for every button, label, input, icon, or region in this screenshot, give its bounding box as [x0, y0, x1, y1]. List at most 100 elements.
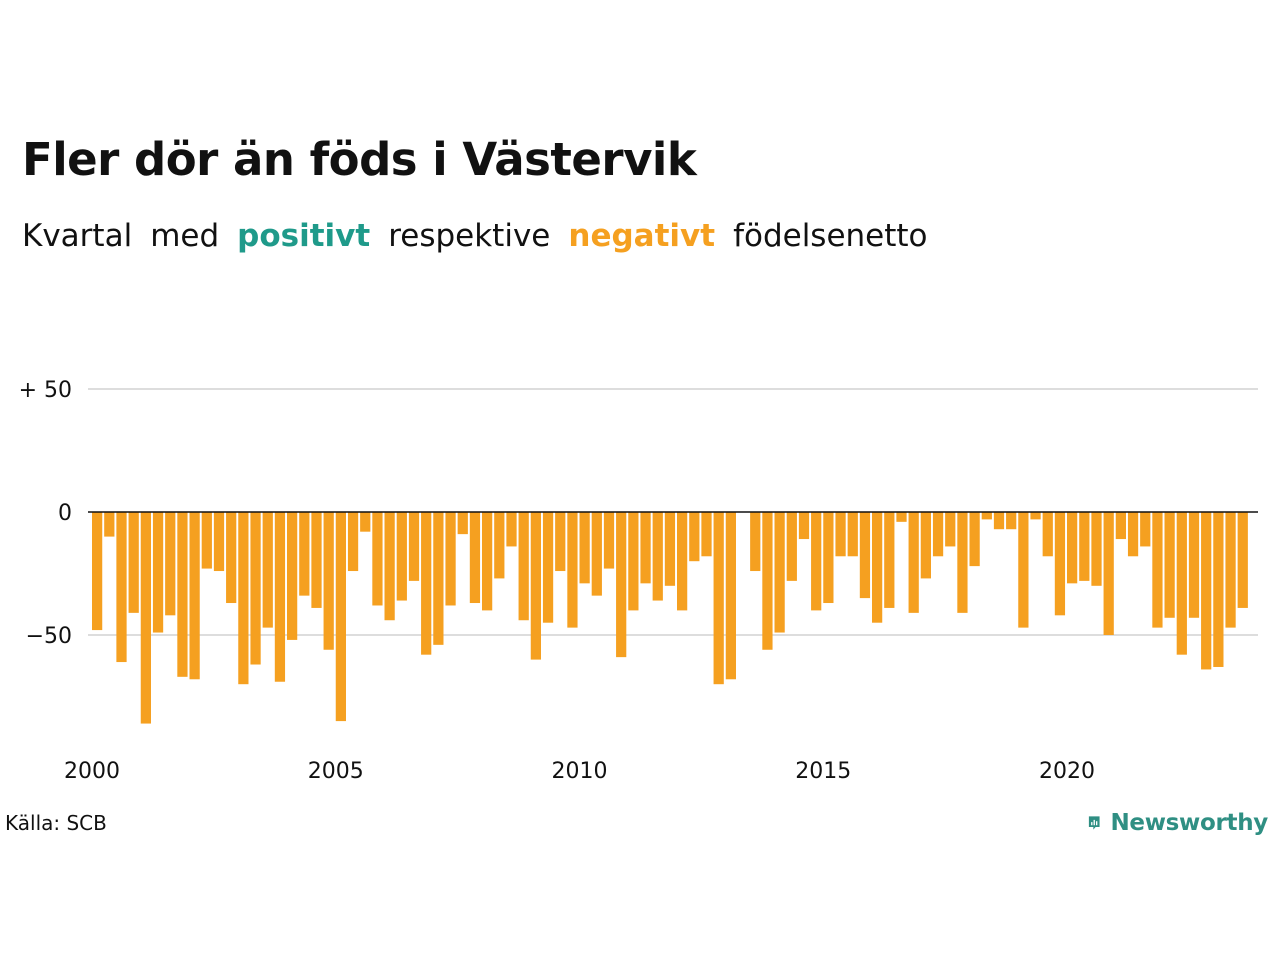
bar	[677, 512, 688, 611]
bar	[213, 512, 225, 572]
bar	[1152, 512, 1163, 628]
bar	[1127, 512, 1139, 557]
bar	[701, 512, 712, 557]
bar	[262, 512, 273, 628]
bar	[945, 512, 956, 547]
bar	[104, 512, 115, 537]
bar	[957, 512, 968, 613]
bar	[713, 512, 724, 685]
bar	[1213, 512, 1224, 667]
bar	[506, 512, 517, 547]
bar	[323, 512, 334, 650]
bar	[567, 512, 578, 628]
bar	[311, 512, 322, 608]
bar	[1079, 512, 1090, 581]
bar	[494, 512, 505, 579]
bar	[786, 512, 797, 581]
bar	[1176, 512, 1187, 655]
bar	[908, 512, 919, 613]
bar	[859, 512, 871, 599]
bar	[421, 512, 432, 655]
y-tick-label: −50	[26, 624, 72, 649]
bar	[433, 512, 444, 645]
bar	[628, 512, 639, 611]
bar	[835, 512, 846, 557]
bar	[445, 512, 456, 606]
y-tick-label: 0	[58, 501, 72, 526]
bar	[1067, 512, 1078, 584]
subtitle-positive-label: positivt	[237, 218, 371, 254]
bar	[884, 512, 895, 608]
bar	[530, 512, 541, 660]
subtitle-negative-label: negativt	[568, 218, 716, 254]
bar	[384, 512, 395, 621]
bar	[1103, 512, 1114, 635]
x-tick-label: 2015	[795, 759, 851, 784]
bar	[152, 512, 164, 633]
newsworthy-logo: Newsworthy	[1088, 804, 1268, 842]
bar	[128, 512, 139, 613]
x-tick-label: 2005	[308, 759, 364, 784]
bar	[518, 512, 529, 621]
bar	[189, 512, 200, 680]
bar	[1188, 512, 1200, 618]
bar	[1164, 512, 1175, 618]
bar	[616, 512, 627, 658]
bar	[1006, 512, 1017, 530]
bar	[798, 512, 810, 540]
bar	[469, 512, 481, 604]
bar	[603, 512, 615, 569]
bar	[1054, 512, 1066, 616]
bar	[750, 512, 761, 572]
bar	[396, 512, 407, 601]
bar	[360, 512, 371, 532]
bar	[993, 512, 1005, 530]
bar	[725, 512, 736, 680]
bar	[299, 512, 310, 596]
bar	[579, 512, 590, 584]
bar	[811, 512, 822, 611]
bar	[847, 512, 858, 557]
bar	[640, 512, 651, 584]
bar	[774, 512, 785, 633]
bar	[482, 512, 493, 611]
bar	[140, 512, 151, 724]
bar	[762, 512, 773, 650]
bar	[1201, 512, 1212, 670]
bar	[177, 512, 188, 677]
subtitle-word-med: med	[150, 218, 220, 254]
x-tick-label: 2020	[1039, 759, 1095, 784]
bar	[542, 512, 554, 623]
bar	[1018, 512, 1029, 628]
bar	[896, 512, 907, 522]
bar	[372, 512, 383, 606]
bar	[555, 512, 566, 572]
bar	[920, 512, 931, 579]
bar	[201, 512, 212, 569]
bar	[274, 512, 286, 682]
bar-chart: + 50 0 −50 2000 2005 2010 2015 2020	[19, 378, 1258, 784]
bar	[1030, 512, 1041, 520]
bar	[932, 512, 944, 557]
bar	[664, 512, 676, 586]
subtitle-word-respektive: respektive	[388, 218, 551, 254]
chart-subtitle: Kvartal med positivt respektive negativt föde…	[22, 216, 946, 256]
x-tick-label: 2000	[64, 759, 120, 784]
bar	[92, 512, 103, 631]
newsworthy-logo-text: Newsworthy	[1110, 810, 1268, 836]
bar	[287, 512, 298, 640]
bar	[238, 512, 249, 685]
subtitle-word-fodelsenetto: födelsenetto	[733, 218, 928, 254]
newsworthy-logo-icon	[1088, 816, 1100, 830]
bar	[823, 512, 834, 604]
bar	[116, 512, 127, 663]
bar	[1091, 512, 1102, 586]
bar	[981, 512, 992, 520]
bar	[969, 512, 980, 567]
bar	[1225, 512, 1236, 628]
bar	[457, 512, 468, 535]
bar	[335, 512, 346, 722]
bar	[1115, 512, 1126, 540]
x-tick-label: 2010	[552, 759, 608, 784]
bar	[1140, 512, 1151, 547]
